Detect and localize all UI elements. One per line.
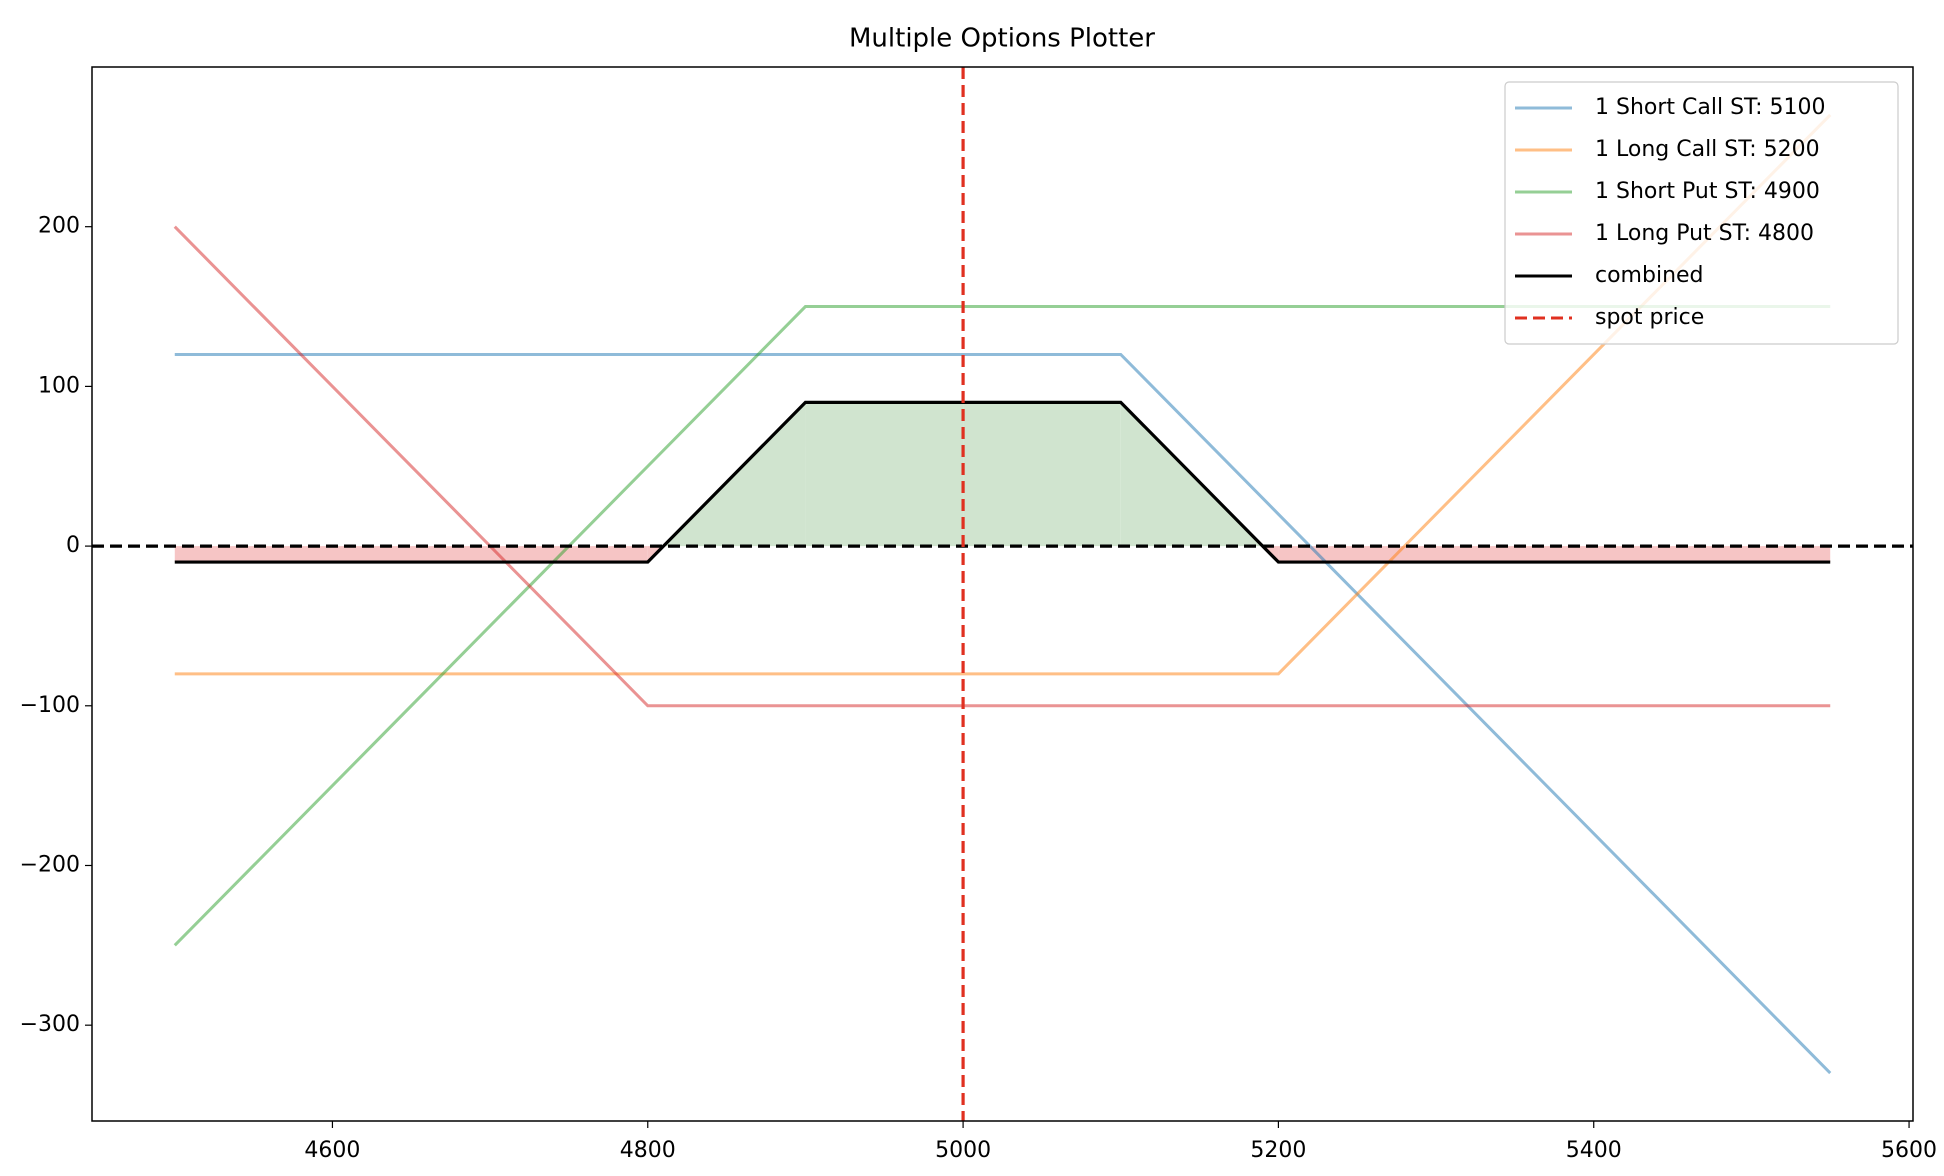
legend-label: combined (1595, 263, 1704, 288)
profit-fill (963, 402, 1121, 547)
y-tick-label: 0 (66, 533, 80, 558)
x-tick-label: 5000 (935, 1138, 991, 1163)
y-tick-label: −300 (20, 1012, 80, 1037)
y-tick-label: −100 (20, 693, 80, 718)
legend-label: 1 Short Put ST: 4900 (1595, 179, 1820, 204)
plot-frame (91, 66, 1914, 1122)
series-line (174, 352, 1832, 1075)
x-tick-label: 5200 (1250, 1138, 1306, 1163)
legend-label: 1 Long Put ST: 4800 (1595, 221, 1814, 246)
x-tick-label: 5600 (1881, 1138, 1937, 1163)
x-tick-label: 4600 (304, 1138, 360, 1163)
y-tick-label: −200 (20, 852, 80, 877)
legend-box (1504, 81, 1899, 345)
x-tick-label: 4800 (620, 1138, 676, 1163)
y-tick-label: 200 (38, 214, 80, 239)
profit-fill (805, 402, 964, 547)
y-tick-label: 100 (38, 373, 80, 398)
chart-title: Multiple Options Plotter (849, 24, 1155, 54)
loss-fill (174, 546, 648, 563)
legend-label: spot price (1595, 305, 1704, 330)
loss-fill (1278, 546, 1831, 563)
series-line (174, 113, 1832, 676)
legend-label: 1 Long Call ST: 5200 (1595, 137, 1820, 162)
plot-area (92, 67, 1913, 1121)
x-tick-label: 5400 (1566, 1138, 1622, 1163)
legend-label: 1 Short Call ST: 5100 (1595, 95, 1825, 120)
